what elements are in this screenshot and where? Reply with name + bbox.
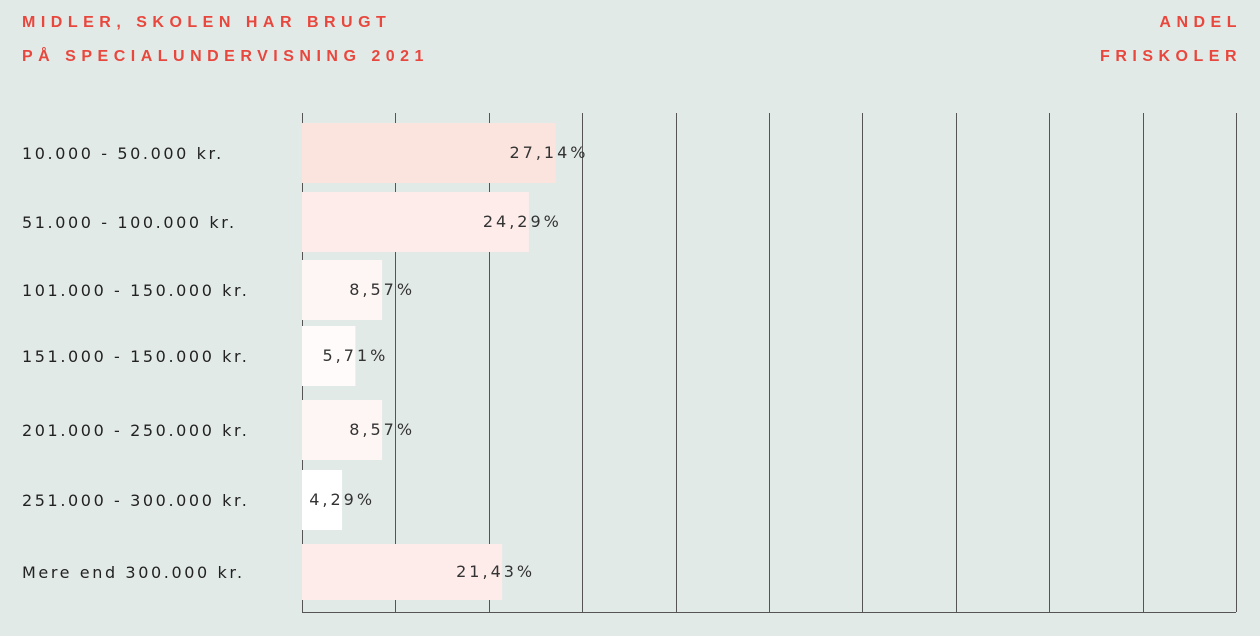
bar-4: [302, 326, 356, 386]
category-label-2: 51.000 - 100.000 kr.: [22, 213, 237, 232]
category-label-4: 151.000 - 150.000 kr.: [22, 347, 249, 366]
bar-3: [302, 260, 383, 320]
value-label-1: 27,14%: [509, 143, 588, 162]
value-label-7: 21,43%: [456, 562, 535, 581]
bar-2: [302, 192, 529, 252]
chart-bars: [302, 123, 556, 600]
bar-1: [302, 123, 556, 183]
value-label-3: 8,57%: [349, 280, 415, 299]
value-label-5: 8,57%: [349, 420, 415, 439]
chart-gridlines: [302, 113, 1237, 613]
measure-title-line-2: FRISKOLER: [1100, 48, 1242, 65]
category-label-7: Mere end 300.000 kr.: [22, 563, 245, 582]
value-label-2: 24,29%: [483, 212, 562, 231]
value-labels: 27,14% 24,29% 8,57% 5,71% 8,57% 4,29% 21,43%: [309, 143, 588, 581]
chart-title-line-2: PÅ SPECIALUNDERVISNING 2021: [22, 48, 429, 65]
bar-5: [302, 400, 383, 460]
category-label-1: 10.000 - 50.000 kr.: [22, 144, 224, 163]
category-label-3: 101.000 - 150.000 kr.: [22, 281, 249, 300]
category-labels: 10.000 - 50.000 kr. 51.000 - 100.000 kr. 1…: [22, 144, 249, 582]
bar-7: [302, 544, 503, 600]
chart-title-line-1: MIDLER, SKOLEN HAR BRUGT: [22, 14, 392, 31]
bar-6: [302, 470, 343, 530]
chart-title: MIDLER, SKOLEN HAR BRUGT PÅ SPECIALUNDER…: [22, 6, 429, 74]
value-label-4: 5,71%: [323, 346, 389, 365]
measure-title-line-1: ANDEL: [1159, 14, 1242, 31]
category-label-5: 201.000 - 250.000 kr.: [22, 421, 249, 440]
value-label-6: 4,29%: [309, 490, 375, 509]
category-label-6: 251.000 - 300.000 kr.: [22, 491, 249, 510]
measure-title: ANDEL FRISKOLER: [1100, 6, 1242, 74]
